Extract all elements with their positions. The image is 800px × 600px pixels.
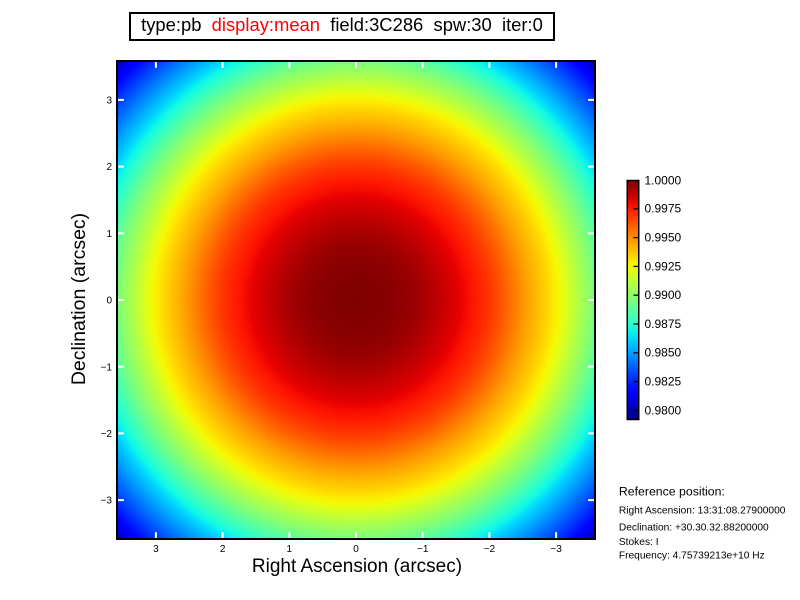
svg-text:3: 3 xyxy=(153,544,159,555)
svg-text:1.0000: 1.0000 xyxy=(645,173,682,187)
svg-text:−3: −3 xyxy=(101,496,113,507)
svg-text:Declination: +30.30.32.8820000: Declination: +30.30.32.88200000 xyxy=(619,523,769,534)
svg-text:1: 1 xyxy=(106,229,112,240)
svg-text:0.9950: 0.9950 xyxy=(645,231,682,245)
svg-text:Right Ascension: 13:31:08.2790: Right Ascension: 13:31:08.27900000 xyxy=(619,506,786,517)
svg-text:2: 2 xyxy=(106,162,112,173)
svg-text:0.9900: 0.9900 xyxy=(645,288,682,302)
svg-text:0.9850: 0.9850 xyxy=(645,346,682,360)
svg-text:0.9875: 0.9875 xyxy=(645,317,682,331)
svg-text:1: 1 xyxy=(287,544,293,555)
svg-text:0.9925: 0.9925 xyxy=(645,259,682,273)
svg-text:Declination (arcsec): Declination (arcsec) xyxy=(68,213,90,385)
svg-text:Stokes: I: Stokes: I xyxy=(619,537,659,548)
svg-text:3: 3 xyxy=(106,96,112,107)
svg-text:−1: −1 xyxy=(101,362,113,373)
svg-text:Right Ascension (arcsec): Right Ascension (arcsec) xyxy=(252,556,462,577)
svg-text:−1: −1 xyxy=(417,544,429,555)
svg-text:Reference position:: Reference position: xyxy=(619,485,725,499)
svg-text:−2: −2 xyxy=(484,544,496,555)
svg-text:0.9800: 0.9800 xyxy=(645,403,682,417)
svg-text:0: 0 xyxy=(353,544,359,555)
svg-text:−2: −2 xyxy=(101,429,113,440)
svg-text:−3: −3 xyxy=(550,544,562,555)
svg-text:Frequency: 4.75739213e+10 Hz: Frequency: 4.75739213e+10 Hz xyxy=(619,551,765,562)
svg-text:0: 0 xyxy=(106,296,112,307)
svg-text:0.9975: 0.9975 xyxy=(645,202,682,216)
svg-text:2: 2 xyxy=(220,544,226,555)
svg-text:0.9825: 0.9825 xyxy=(645,375,682,389)
